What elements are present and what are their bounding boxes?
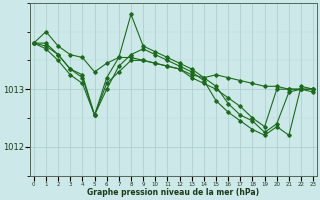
- X-axis label: Graphe pression niveau de la mer (hPa): Graphe pression niveau de la mer (hPa): [87, 188, 260, 197]
